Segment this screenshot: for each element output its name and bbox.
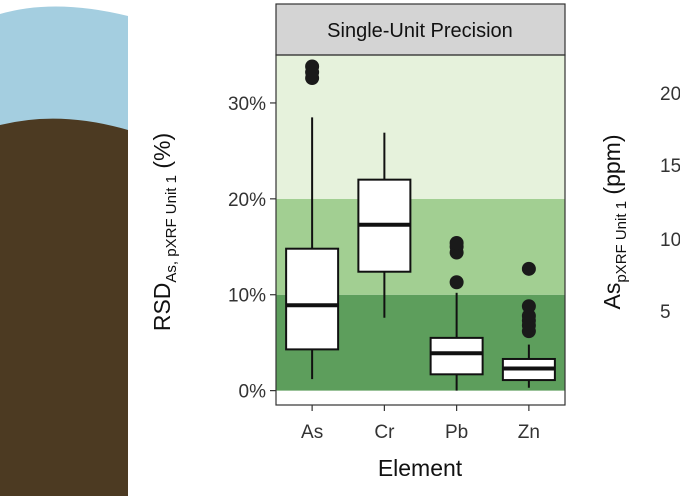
outlier-point bbox=[449, 235, 464, 250]
right-y-axis-title: AspXRF Unit 1 (ppm) bbox=[599, 135, 630, 310]
y-tick-label: 30% bbox=[228, 94, 266, 115]
sky-illustration bbox=[0, 6, 128, 141]
y-tick-label: 10% bbox=[228, 286, 266, 307]
box-zn bbox=[501, 261, 556, 388]
y-axis: 0% 10% 20% 30% bbox=[228, 94, 276, 403]
box-iqr bbox=[429, 336, 484, 376]
right-y-tick-label: 20 bbox=[660, 84, 680, 105]
right-y-tick-label: 15 bbox=[660, 156, 680, 177]
chart-title: Single-Unit Precision bbox=[327, 20, 513, 42]
right-panel-ticks: 20 15 10 5 bbox=[660, 84, 680, 323]
box-iqr bbox=[285, 247, 340, 351]
box-pb bbox=[429, 235, 484, 391]
x-tick-label: As bbox=[301, 422, 323, 443]
x-tick-label: Zn bbox=[518, 422, 540, 443]
outlier-point bbox=[521, 299, 536, 314]
facet-strip bbox=[275, 3, 566, 56]
y-tick-label: 0% bbox=[239, 382, 267, 403]
outlier-point bbox=[521, 261, 536, 276]
x-axis: As Cr Pb Zn bbox=[301, 405, 540, 443]
outlier-point bbox=[521, 308, 536, 323]
right-y-tick-label: 10 bbox=[660, 230, 680, 251]
boxplot-group bbox=[285, 59, 556, 391]
y-axis-title-subscript: As, pXRF Unit 1 bbox=[163, 175, 180, 283]
y-axis-title-suffix: (%) bbox=[149, 133, 175, 175]
right-y-axis-title-suffix: (ppm) bbox=[599, 135, 625, 201]
box-as bbox=[285, 59, 340, 380]
soil-illustration bbox=[0, 118, 128, 497]
precision-band bbox=[276, 55, 565, 199]
right-y-axis-title-subscript: pXRF Unit 1 bbox=[613, 201, 630, 283]
y-axis-title: RSDAs, pXRF Unit 1 (%) bbox=[149, 133, 180, 331]
right-y-axis-title-main: As bbox=[599, 283, 625, 310]
x-tick-label: Pb bbox=[445, 422, 468, 443]
right-y-tick-label: 5 bbox=[660, 302, 671, 323]
box-cr bbox=[357, 132, 412, 318]
outlier-point bbox=[305, 59, 320, 74]
panel-border bbox=[275, 54, 566, 406]
background-bands bbox=[276, 55, 565, 405]
x-axis-title: Element bbox=[378, 455, 463, 481]
y-axis-title-main: RSD bbox=[149, 283, 175, 332]
outlier-point bbox=[449, 275, 464, 290]
x-tick-label: Cr bbox=[374, 422, 395, 443]
y-tick-label: 20% bbox=[228, 190, 266, 211]
